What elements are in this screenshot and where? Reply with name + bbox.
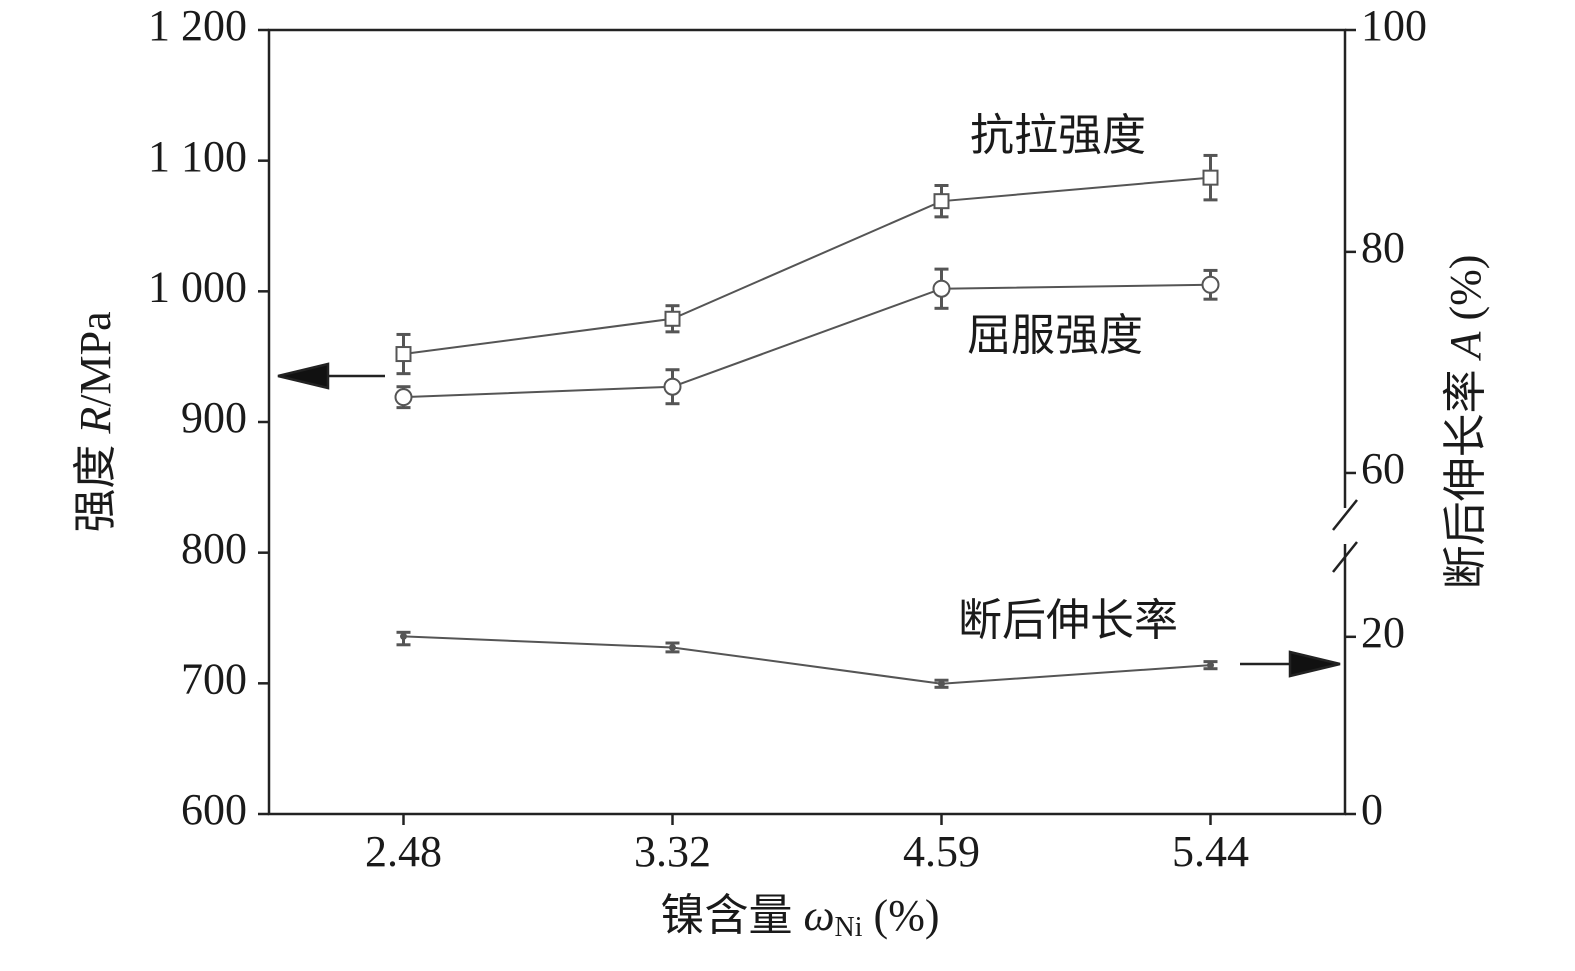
y2-label-unit: (%) — [1441, 255, 1490, 321]
y-tick-label: 1 000 — [148, 262, 247, 311]
y2-tick-label: 60 — [1361, 444, 1405, 493]
y2-label-text: 断后伸长率 — [1441, 369, 1490, 589]
y2-label-symbol: A — [1441, 330, 1490, 361]
marker — [664, 310, 681, 327]
x-axis-label: 镍含量 ωNi (%) — [660, 891, 939, 950]
axis-break-gap — [1336, 508, 1354, 544]
y2-tick-label: 20 — [1361, 608, 1405, 657]
marker — [669, 643, 676, 651]
series-line — [403, 176, 1211, 356]
y-tick-label: 800 — [181, 524, 247, 573]
arrow-left-head — [277, 362, 330, 390]
x-label-unit: (%) — [874, 891, 940, 940]
y-label-symbol: R — [71, 407, 120, 435]
y2-tick-label: 0 — [1361, 785, 1383, 834]
x-tick-label: 4.59 — [903, 827, 980, 876]
marker — [1207, 661, 1214, 669]
marker — [933, 193, 950, 210]
marker — [1202, 169, 1219, 186]
y-label-unit: /MPa — [71, 311, 120, 406]
series-line — [403, 635, 1211, 685]
x-tick-label: 3.32 — [634, 827, 711, 876]
y-tick-label: 1 100 — [148, 132, 247, 181]
axis-break-mark — [1332, 541, 1358, 573]
marker — [395, 346, 412, 363]
marker — [938, 680, 945, 688]
y2-tick-label: 100 — [1361, 1, 1427, 50]
y2-axis-label: 断后伸长率 A (%) — [1441, 255, 1490, 590]
y2-tick-label: 80 — [1361, 223, 1405, 272]
x-label-text: 镍含量 — [660, 891, 792, 940]
marker — [394, 388, 413, 407]
x-tick-label: 5.44 — [1172, 827, 1249, 876]
x-label-subscript: Ni — [835, 912, 863, 943]
series-label: 屈服强度 — [967, 311, 1143, 360]
series-label: 抗拉强度 — [970, 111, 1146, 160]
plot-frame — [267, 28, 1347, 816]
marker — [1201, 275, 1220, 294]
axis-break — [1332, 499, 1358, 573]
arrows — [277, 362, 1341, 678]
y-tick-label: 600 — [181, 785, 247, 834]
marker — [400, 632, 407, 640]
x-tick-label: 2.48 — [365, 827, 442, 876]
x-label-symbol: ω — [803, 891, 834, 940]
y-tick-label: 700 — [181, 654, 247, 703]
y-tick-label: 900 — [181, 393, 247, 442]
marker — [932, 279, 951, 298]
series-line — [403, 283, 1211, 399]
axis-break-mark — [1332, 499, 1358, 531]
arrow-right-head — [1288, 650, 1341, 678]
y-tick-label: 1 200 — [148, 1, 247, 50]
marker — [663, 377, 682, 396]
y-axis-label: 强度 R/MPa — [71, 311, 120, 532]
series-label: 断后伸长率 — [958, 596, 1178, 645]
y-label-text: 强度 — [71, 445, 120, 533]
